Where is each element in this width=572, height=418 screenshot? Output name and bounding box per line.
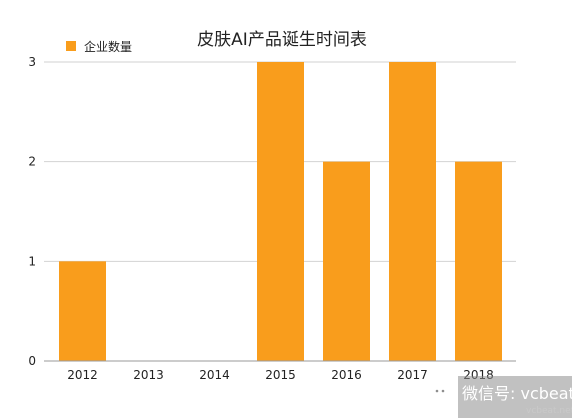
y-tick-label: 2 xyxy=(28,155,36,169)
x-tick-label: 2014 xyxy=(199,368,230,382)
x-tick-label: 2017 xyxy=(397,368,428,382)
bars xyxy=(59,62,502,361)
y-axis-ticks: 0 1 2 3 xyxy=(28,55,36,368)
chart-title: 皮肤AI产品诞生时间表 xyxy=(197,30,367,50)
watermark-text: 微信号: vcbeat xyxy=(462,384,572,403)
y-tick-label: 3 xyxy=(28,55,36,69)
bar-2012 xyxy=(59,261,106,361)
watermark: 微信号: vcbeat vcbeat.net xyxy=(431,376,572,418)
legend-swatch xyxy=(66,41,76,51)
bar-2016 xyxy=(323,161,370,361)
x-tick-label: 2016 xyxy=(331,368,362,382)
y-tick-label: 1 xyxy=(28,254,36,268)
watermark-subtext: vcbeat.net xyxy=(526,406,572,416)
x-tick-label: 2015 xyxy=(265,368,296,382)
x-tick-label: 2013 xyxy=(133,368,164,382)
wechat-icon xyxy=(431,385,458,405)
x-tick-label: 2012 xyxy=(67,368,98,382)
bar-2015 xyxy=(257,62,304,361)
watermark-backdrop xyxy=(458,376,572,418)
x-axis-ticks: 2012 2013 2014 2015 2016 2017 2018 xyxy=(67,368,494,382)
bar-2018 xyxy=(455,161,502,361)
bar-2017 xyxy=(389,62,436,361)
y-tick-label: 0 xyxy=(28,354,36,368)
legend-label: 企业数量 xyxy=(84,39,132,54)
